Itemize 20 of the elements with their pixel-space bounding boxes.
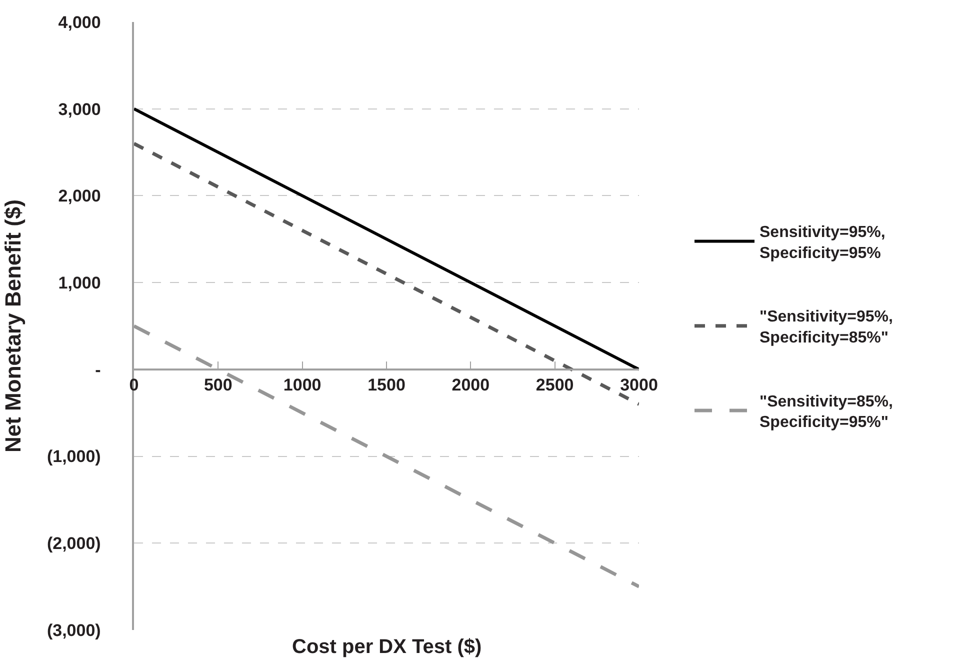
x-tick-label: 3000: [620, 376, 658, 395]
y-tick-label: (1,000): [46, 447, 101, 466]
x-tick-label: 2000: [452, 376, 490, 395]
legend-label: Sensitivity=95%, Specificity=95%: [760, 224, 886, 262]
y-tick-label: 4,000: [58, 12, 101, 32]
x-tick-label: 0: [129, 376, 139, 395]
y-tick-label: (3,000): [46, 620, 101, 640]
x-axis-title: Cost per DX Test ($): [292, 636, 482, 658]
y-tick-label: 3,000: [58, 100, 101, 119]
y-tick-label: 1,000: [58, 274, 101, 293]
y-tick-label: -: [95, 360, 101, 380]
x-tick-label: 500: [204, 376, 232, 395]
x-tick-label: 1000: [283, 376, 322, 395]
legend-label: "Sensitivity=95%, Specificity=85%": [760, 308, 893, 347]
y-axis-title: Net Monetary Benefit ($): [0, 199, 26, 453]
legend-label: "Sensitivity=85%, Specificity=95%": [760, 393, 893, 432]
y-tick-label: 2,000: [58, 186, 101, 206]
y-tick-label: (2,000): [46, 534, 101, 554]
x-tick-label: 1500: [368, 376, 406, 395]
x-tick-label: 2500: [536, 376, 574, 395]
